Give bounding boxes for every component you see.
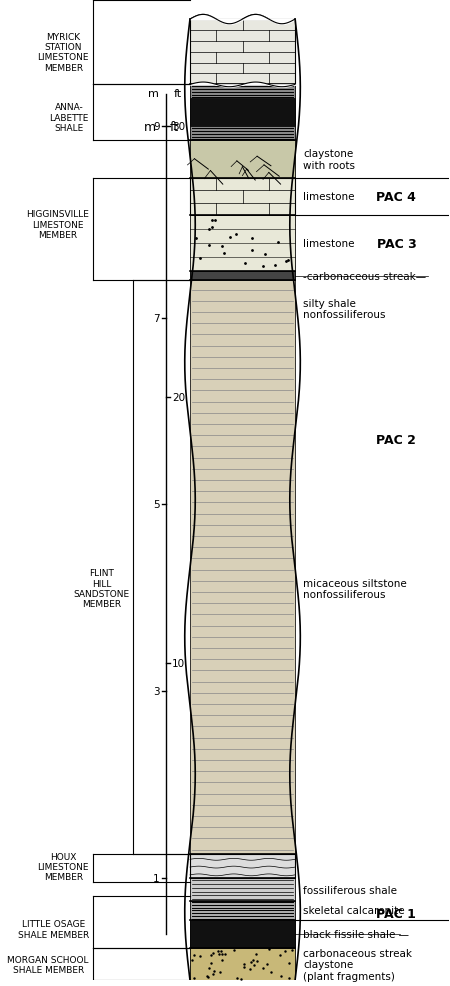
Bar xyxy=(190,141,295,178)
Text: limestone: limestone xyxy=(303,192,355,202)
Text: 7: 7 xyxy=(153,314,160,323)
Bar xyxy=(190,920,295,948)
Text: MYRICK
STATION
LIMESTONE
MEMBER: MYRICK STATION LIMESTONE MEMBER xyxy=(37,33,89,73)
Text: PAC 4: PAC 4 xyxy=(376,190,416,204)
Text: PAC 3: PAC 3 xyxy=(377,238,416,250)
Bar xyxy=(190,86,295,100)
Text: HOUX
LIMESTONE
MEMBER: HOUX LIMESTONE MEMBER xyxy=(37,852,89,881)
Bar xyxy=(190,272,295,281)
Text: FLINT
HILL
SANDSTONE
MEMBER: FLINT HILL SANDSTONE MEMBER xyxy=(73,569,130,608)
Text: -carbonaceous streak—: -carbonaceous streak— xyxy=(303,271,426,281)
Text: fossiliferous shale: fossiliferous shale xyxy=(303,884,397,895)
Text: ft: ft xyxy=(174,90,182,100)
Bar xyxy=(190,272,295,281)
Text: MORGAN SCHOOL
SHALE MEMBER: MORGAN SCHOOL SHALE MEMBER xyxy=(8,954,89,974)
Bar xyxy=(190,920,295,948)
Text: claystone
with roots: claystone with roots xyxy=(303,149,355,171)
Bar xyxy=(190,178,295,216)
Text: ANNA-
LABETTE
SHALE: ANNA- LABETTE SHALE xyxy=(50,104,89,133)
Text: LITTLE OSAGE
SHALE MEMBER: LITTLE OSAGE SHALE MEMBER xyxy=(18,919,89,939)
Bar xyxy=(190,216,295,272)
Bar xyxy=(190,855,295,878)
Bar xyxy=(190,901,295,920)
Bar xyxy=(190,878,295,901)
Text: silty shale
nonfossiliferous: silty shale nonfossiliferous xyxy=(303,298,386,319)
Bar xyxy=(190,20,295,86)
Bar xyxy=(190,20,295,86)
Text: 20: 20 xyxy=(172,392,185,402)
Text: ft: ft xyxy=(169,120,178,134)
Bar xyxy=(190,127,295,141)
Bar xyxy=(190,948,295,980)
Text: carbonaceous streak
claystone
(plant fragments): carbonaceous streak claystone (plant fra… xyxy=(303,948,412,981)
Bar xyxy=(190,178,295,216)
Text: black fissile shale —: black fissile shale — xyxy=(303,929,409,939)
Bar xyxy=(190,86,295,100)
Bar xyxy=(190,141,295,178)
Text: m: m xyxy=(148,90,159,100)
Bar xyxy=(190,216,295,272)
Text: 30: 30 xyxy=(172,122,185,132)
Text: 3: 3 xyxy=(153,686,160,696)
Text: 1: 1 xyxy=(153,873,160,882)
Bar xyxy=(190,901,295,920)
Text: limestone: limestone xyxy=(303,239,355,248)
Text: PAC 1: PAC 1 xyxy=(376,907,416,920)
Bar xyxy=(190,878,295,901)
Text: 10: 10 xyxy=(172,659,185,669)
Text: 9: 9 xyxy=(153,122,160,132)
Text: micaceous siltstone
nonfossiliferous: micaceous siltstone nonfossiliferous xyxy=(303,578,407,599)
Bar xyxy=(190,281,295,855)
Bar xyxy=(190,281,295,855)
Bar xyxy=(190,127,295,141)
Bar xyxy=(190,100,295,127)
Text: 5: 5 xyxy=(153,500,160,510)
Bar xyxy=(190,948,295,980)
Text: PAC 2: PAC 2 xyxy=(376,433,416,446)
Text: skeletal calcarenite: skeletal calcarenite xyxy=(303,905,405,915)
Bar xyxy=(190,100,295,127)
Text: m: m xyxy=(144,120,156,134)
Bar xyxy=(190,127,295,141)
Text: HIGGINSVILLE
LIMESTONE
MEMBER: HIGGINSVILLE LIMESTONE MEMBER xyxy=(26,210,89,240)
Bar xyxy=(190,855,295,878)
